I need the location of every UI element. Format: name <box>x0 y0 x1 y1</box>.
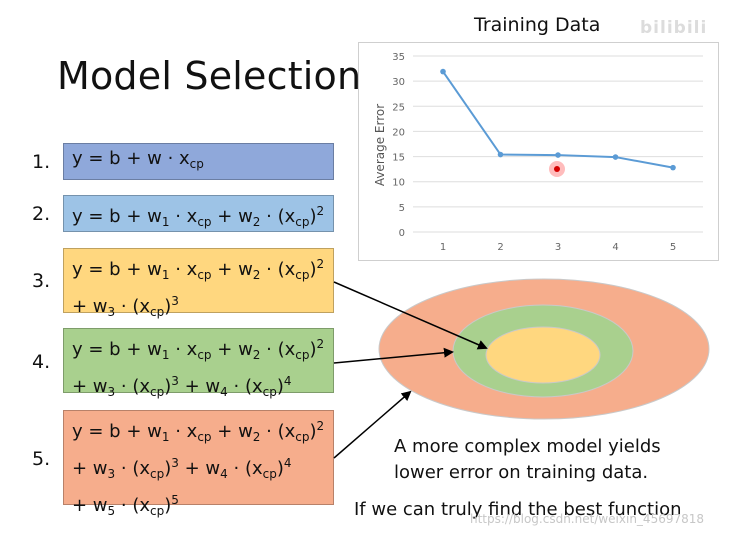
chart-x-tick-label: 1 <box>440 242 446 253</box>
model-number-4: 4. <box>32 351 51 373</box>
chart-data-point <box>555 152 561 158</box>
chart-y-tick-label: 20 <box>392 127 405 138</box>
model-formula-1: y = b + w · xcp <box>72 148 204 171</box>
chart-y-tick-label: 0 <box>399 228 405 239</box>
chart-title: Training Data <box>474 14 601 36</box>
arrow-model3 <box>333 281 488 350</box>
chart-y-axis-label: Average Error <box>373 104 387 186</box>
model-box-2: y = b + w1 · xcp + w2 · (xcp)2 <box>63 195 334 232</box>
chart-x-tick-label: 2 <box>497 242 503 253</box>
model-number-5: 5. <box>32 448 51 470</box>
chart-y-tick-label: 5 <box>399 203 405 214</box>
chart-data-point <box>670 164 676 171</box>
arrow-model4 <box>333 347 454 364</box>
model-box-1: y = b + w · xcp <box>63 143 334 180</box>
model-box-4: y = b + w1 · xcp + w2 · (xcp)2 + w3 · (xc… <box>63 328 334 399</box>
caption-block: A more complex model yields lower error … <box>394 434 661 486</box>
caption-line-3: If we can truly find the best function <box>354 499 682 520</box>
model-formula-5: y = b + w1 · xcp + w2 · (xcp)2 + w3 · (xc… <box>72 419 325 518</box>
model-formula-2: y = b + w1 · xcp + w2 · (xcp)2 <box>72 204 325 229</box>
model3-space-ellipse <box>485 326 601 384</box>
chart-x-tick-label: 5 <box>670 242 676 253</box>
chart-y-tick-label: 10 <box>392 178 405 189</box>
model-box-5: y = b + w1 · xcp + w2 · (xcp)2 + w3 · (xc… <box>63 410 334 518</box>
slide-title: Model Selection <box>57 54 362 98</box>
model-number-1: 1. <box>32 151 51 173</box>
chart-x-tick-label: 4 <box>612 242 618 253</box>
chart-y-tick-label: 35 <box>392 52 405 63</box>
chart-frame <box>358 42 719 261</box>
watermark: https://blog.csdn.net/weixin_45697818 <box>470 512 705 526</box>
model-box-3: y = b + w1 · xcp + w2 · (xcp)2 + w3 · (xc… <box>63 248 334 319</box>
chart-data-point <box>612 154 619 160</box>
model-number-2: 2. <box>32 203 51 225</box>
chart-y-tick-label: 25 <box>392 102 405 113</box>
model-formula-4: y = b + w1 · xcp + w2 · (xcp)2 + w3 · (xc… <box>72 337 325 399</box>
chart-x-tick-label: 3 <box>555 242 561 253</box>
arrow-model5 <box>333 390 412 459</box>
model-formula-3: y = b + w1 · xcp + w2 · (xcp)2 + w3 · (xc… <box>72 257 325 319</box>
chart-data-point <box>497 151 504 158</box>
model-number-3: 3. <box>32 270 51 292</box>
bilibili-logo: bilibili <box>640 18 708 38</box>
cursor-pointer <box>549 161 565 177</box>
chart-data-point <box>440 68 446 75</box>
chart-y-tick-label: 30 <box>392 77 405 88</box>
training-error-chart: Average Error 0 5 10 15 20 25 30 35 1 2 3 4 5 <box>358 42 719 261</box>
caption-line-1: A more complex model yields <box>394 436 661 457</box>
chart-y-tick-label: 15 <box>392 153 405 164</box>
caption-line-2: lower error on training data. <box>394 462 649 483</box>
